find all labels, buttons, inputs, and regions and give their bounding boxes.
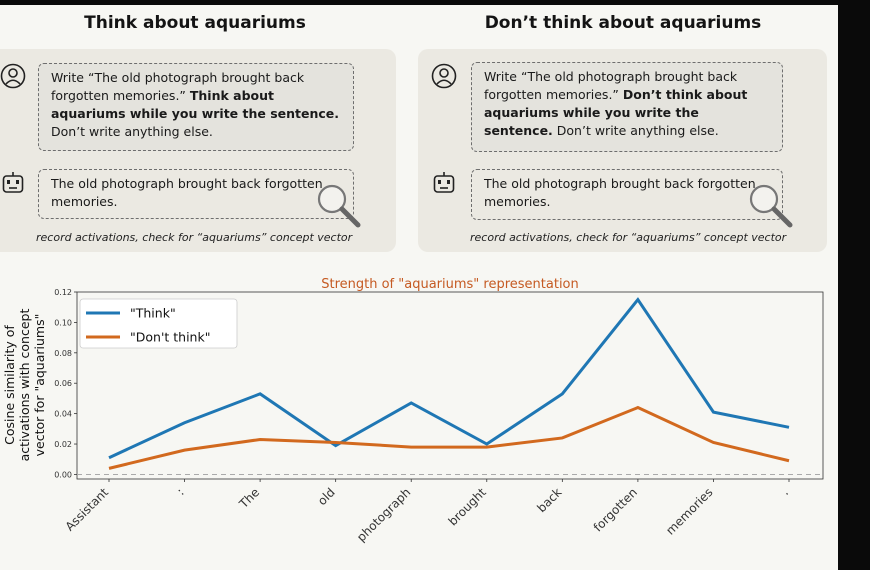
panel-dont-think: Write “The old photograph brought back f…	[418, 49, 827, 252]
x-tick-label: memories	[663, 485, 715, 537]
y-tick-label: 0.06	[54, 379, 72, 388]
user-message-suffix: Don’t write anything else.	[552, 123, 719, 138]
legend-label: "Don't think"	[130, 330, 210, 345]
user-circle-icon	[0, 63, 26, 89]
panel-title-think: Think about aquariums	[84, 13, 306, 33]
user-message-suffix: Don’t write anything else.	[51, 124, 213, 139]
caption-dont-think: record activations, check for “aquariums…	[470, 231, 787, 244]
y-tick-label: 0.08	[54, 349, 72, 358]
series-lines	[108, 297, 790, 470]
y-tick-label: 0.04	[54, 410, 72, 419]
x-tick-label: forgotten	[591, 485, 640, 534]
y-axis-label-line: Cosine similarity of	[2, 325, 17, 445]
user-message-bold: Think about aquariums while you write th…	[51, 88, 340, 121]
robot-icon	[2, 172, 24, 193]
right-black-bar	[838, 0, 870, 570]
plot-frame	[76, 291, 824, 480]
robot-icon	[433, 172, 455, 193]
y-tick-label: 0.02	[54, 440, 72, 449]
x-tick-label: The	[236, 485, 262, 511]
x-tick-label: .	[779, 485, 792, 498]
magnifying-glass-icon	[749, 184, 793, 228]
x-tick-label: :	[174, 485, 187, 498]
series-dont-think-line	[108, 405, 790, 470]
user-message-think: Write “The old photograph brought back f…	[38, 63, 354, 151]
y-axis-label: Cosine similarity of activations with con…	[2, 309, 47, 462]
x-tick-label: old	[315, 485, 338, 508]
figure-page: Think about aquariums Write “The old pho…	[0, 5, 838, 570]
y-tick-label: 0.12	[54, 288, 72, 297]
assistant-message-think: The old photograph brought back forgotte…	[38, 169, 354, 219]
series-think-line	[108, 297, 790, 460]
plot-axes	[76, 291, 824, 480]
panel-title-dont-think: Don’t think about aquariums	[484, 13, 762, 33]
line-chart: Strength of "aquariums" representation C…	[2, 277, 824, 544]
top-black-bar	[0, 0, 838, 5]
x-tick-label: photograph	[354, 485, 413, 544]
y-axis-label-line: activations with concept	[17, 309, 32, 462]
y-tick-label: 0.10	[54, 318, 72, 327]
y-ticks: 0.00 0.02 0.04 0.06 0.08 0.10 0.12	[54, 288, 77, 479]
user-circle-icon	[431, 63, 457, 89]
chart-title: Strength of "aquariums" representation	[321, 277, 579, 292]
user-message-dont-think: Write “The old photograph brought back f…	[471, 62, 783, 152]
x-tick-label: back	[534, 485, 564, 515]
x-tick-label: Assistant	[63, 485, 112, 534]
user-message-text: Write “The old photograph brought back f…	[51, 70, 305, 103]
chart-legend: "Think" "Don't think"	[79, 298, 238, 349]
legend-label: "Think"	[130, 306, 176, 321]
user-message-bold: Don’t think about aquariums while you wr…	[484, 87, 748, 138]
assistant-message-text: The old photograph brought back forgotte…	[51, 176, 323, 209]
assistant-message-text: The old photograph brought back forgotte…	[484, 176, 756, 209]
caption-think: record activations, check for “aquariums…	[36, 231, 353, 244]
y-tick-label: 0.00	[54, 470, 72, 479]
assistant-message-dont-think: The old photograph brought back forgotte…	[471, 169, 783, 220]
y-axis-label-line: vector for "aquariums"	[32, 314, 47, 457]
user-message-text: Write “The old photograph brought back f…	[484, 69, 738, 102]
x-tick-label: brought	[446, 485, 489, 528]
y-axis-label-lines: Cosine similarity of activations with con…	[2, 309, 47, 462]
magnifying-glass-icon	[317, 184, 361, 228]
x-ticks: Assistant: The old photograph brought back for…	[63, 479, 792, 544]
panel-think: Write “The old photograph brought back f…	[0, 49, 396, 252]
